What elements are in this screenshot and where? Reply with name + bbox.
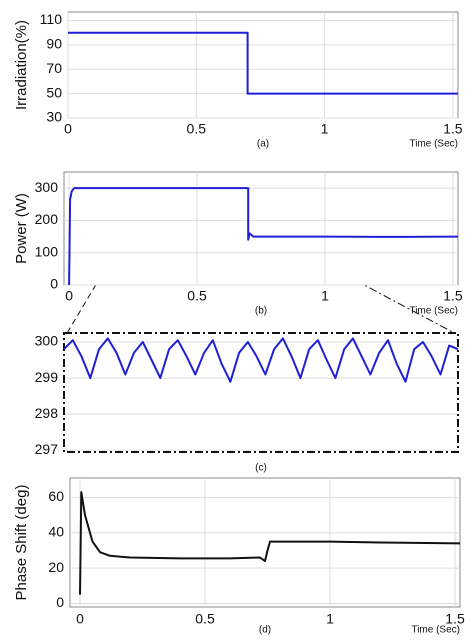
y-tick-label: 300 [35,333,59,349]
y-tick-label: 297 [35,441,59,457]
y-axis-label: Power (W) [13,193,30,264]
caption: (b) [255,306,267,317]
plot-area [67,11,459,119]
x-axis-label: Time (Sec) [409,139,458,150]
x-tick-label: 0 [64,121,72,137]
y-axis-label: Irradiation(%) [13,20,30,110]
y-tick-label: 0 [56,594,64,610]
x-axis-label: Time (Sec) [409,306,458,317]
x-tick-label: 0 [65,288,73,304]
y-tick-label: 90 [46,36,62,52]
x-tick-label: 0 [76,611,84,627]
zoom-frame [63,332,459,453]
plot-area [64,333,458,452]
y-tick-label: 60 [48,488,64,504]
y-axis-label: Phase Shift (deg) [13,485,30,601]
data-line [68,187,459,286]
y-tick-label: 100 [35,243,59,259]
caption: (a) [257,139,269,150]
x-tick-label: 1.5 [443,121,463,137]
plot-area [63,171,459,286]
y-tick-label: 299 [35,369,59,385]
y-tick-label: 30 [46,109,62,125]
y-tick-label: 20 [48,559,64,575]
y-tick-label: 200 [35,211,59,227]
y-tick-label: 70 [46,60,62,76]
y-tick-label: 298 [35,405,59,421]
caption: (c) [255,463,267,474]
data-line [63,337,459,383]
y-tick-label: 50 [46,84,62,100]
x-tick-label: 1 [321,121,329,137]
y-tick-label: 40 [48,523,64,539]
y-tick-label: 110 [40,11,63,27]
x-tick-label: 1.5 [445,611,465,627]
y-tick-label: 0 [50,276,58,292]
x-tick-label: 0.5 [187,121,207,137]
data-line [68,31,458,95]
x-tick-label: 0.5 [195,611,215,627]
caption: (d) [259,625,271,636]
x-tick-label: 1.5 [443,288,463,304]
x-tick-label: 1 [326,611,334,627]
x-axis-label: Time (Sec) [411,625,460,636]
x-tick-label: 0.5 [187,288,207,304]
data-line [79,491,461,595]
x-tick-label: 1 [321,288,329,304]
y-tick-label: 300 [35,179,59,195]
